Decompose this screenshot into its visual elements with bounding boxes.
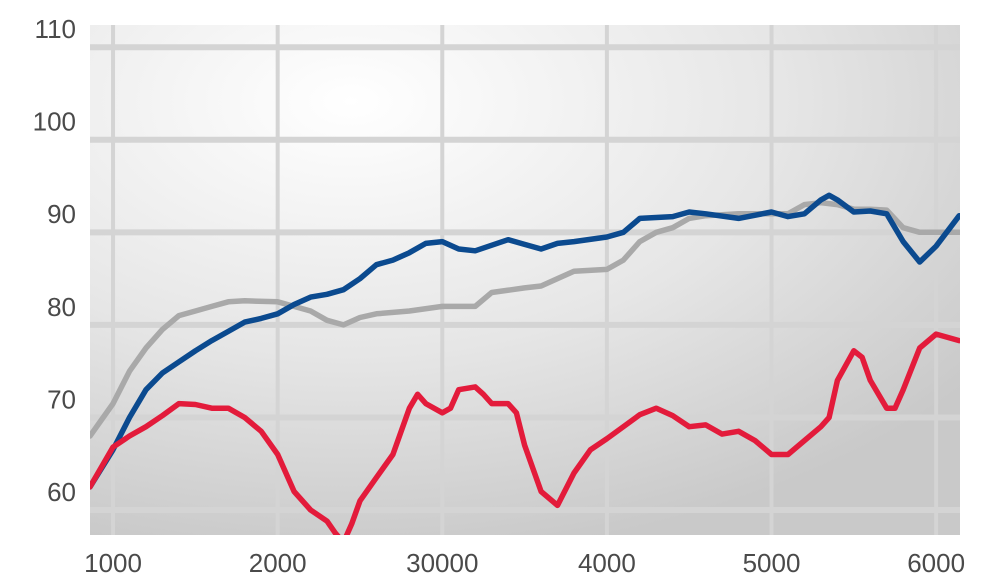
plot-lines (90, 192, 960, 535)
y-tick-label: 80 (47, 292, 76, 322)
y-tick-label: 60 (47, 477, 76, 507)
data-line (90, 192, 960, 490)
data-line (90, 199, 960, 439)
x-tick-label: 4000 (578, 548, 636, 578)
data-line (90, 331, 960, 535)
x-tick-label: 6000 (907, 548, 965, 578)
x-tick-label: 1000 (84, 548, 142, 578)
y-tick-label: 100 (33, 107, 76, 137)
y-tick-label: 70 (47, 384, 76, 414)
plot-background (90, 25, 960, 535)
x-tick-label: 30000 (406, 548, 478, 578)
x-tick-label: 5000 (743, 548, 801, 578)
y-tick-label: 90 (47, 199, 76, 229)
x-tick-label: 2000 (249, 548, 307, 578)
y-tick-label: 110 (35, 14, 76, 44)
